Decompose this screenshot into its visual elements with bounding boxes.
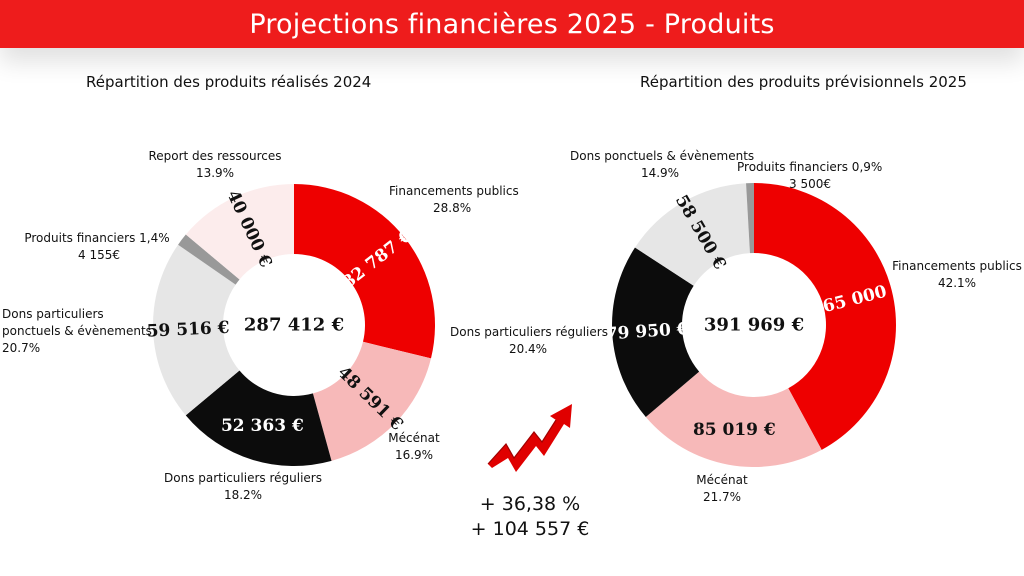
title-banner: Projections financières 2025 - Produits: [0, 0, 1024, 48]
donut-slice: [178, 234, 240, 285]
donut-slice: [746, 183, 754, 254]
slice-value-label: 52 363 €: [221, 416, 304, 436]
slice-value-label: 59 516 €: [146, 318, 230, 342]
donut-slice: [312, 341, 431, 461]
label-financements-publics-2024: Financements publics 28.8%: [389, 184, 519, 215]
label-mecenat-2025: Mécénat 21.7%: [696, 473, 748, 504]
donut-total-label: 391 969 €: [704, 315, 804, 336]
donut-slice: [294, 184, 435, 359]
label-mecenat-2024: Mécénat 16.9%: [388, 431, 440, 462]
label-dons-reguliers-2024: Dons particuliers réguliers 18.2%: [164, 471, 322, 502]
label-dons-ponctuels-2025: Dons ponctuels & évènements 14.9%: [570, 149, 755, 180]
slice-value-label: 85 019 €: [693, 420, 776, 440]
donut-slice: [612, 247, 700, 417]
donut-slice: [754, 183, 896, 450]
label-financements-publics-2025: Financements publics 42.1%: [892, 259, 1022, 290]
label-report-ressources: Report des ressources 13.9%: [148, 149, 282, 180]
label-produits-financiers-2024: Produits financiers 1,4% 4 155€: [24, 231, 170, 262]
donut-total-label: 287 412 €: [244, 315, 344, 336]
chart-title-2025: Répartition des produits prévisionnels 2…: [640, 73, 967, 91]
donut-slice: [185, 370, 332, 466]
growth-amount: + 104 557 €: [470, 518, 590, 540]
growth-summary: + 36,38 % + 104 557 €: [470, 492, 590, 542]
chart-title-2024: Répartition des produits réalisés 2024: [86, 73, 372, 91]
donut-slice: [185, 184, 294, 280]
label-dons-ponctuels-2024: Dons particuliers ponctuels & évènements…: [2, 307, 152, 355]
page-title: Projections financières 2025 - Produits: [249, 8, 775, 40]
label-produits-financiers-2025: Produits financiers 0,9% 3 500€: [737, 160, 883, 191]
label-dons-reguliers-2025: Dons particuliers réguliers 20.4%: [450, 325, 608, 356]
donut-slice: [152, 244, 240, 416]
growth-percent: + 36,38 %: [479, 493, 581, 515]
trend-up-arrow-icon: [487, 404, 572, 472]
donut-slice: [634, 183, 750, 286]
donut-slice: [645, 371, 822, 467]
